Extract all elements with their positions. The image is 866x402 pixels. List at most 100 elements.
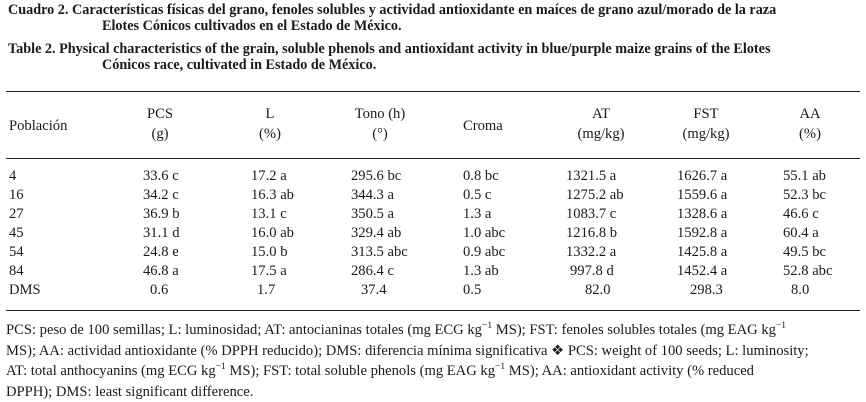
cell-aa: 55.1 ab	[783, 168, 826, 185]
cell-l: 15.0 b	[251, 244, 287, 261]
cell-l: 16.3 ab	[251, 187, 294, 204]
header-fst: FST	[661, 106, 751, 123]
cell-poblacion: 16	[9, 187, 24, 204]
caption-spanish: Cuadro 2. Características físicas del gr…	[8, 2, 860, 34]
table-bottom-rule	[6, 310, 860, 311]
cell-pcs: 31.1 d	[143, 225, 179, 242]
table-row: 54 24.8 e 15.0 b 313.5 abc 0.9 abc 1332.…	[0, 244, 866, 263]
footnote-line-2: MS); AA: actividad antioxidante (% DPPH …	[6, 341, 861, 362]
cell-croma: 0.8 bc	[463, 168, 499, 185]
table-row: 4 33.6 c 17.2 a 295.6 bc 0.8 bc 1321.5 a…	[0, 168, 866, 187]
cell-at: 82.0	[585, 282, 611, 299]
cell-aa: 46.6 c	[783, 206, 819, 223]
caption-english: Table 2. Physical characteristics of the…	[8, 41, 860, 73]
footnote-superscript: −1	[216, 362, 226, 372]
cell-poblacion: 54	[9, 244, 24, 261]
cell-l: 13.1 c	[251, 206, 287, 223]
cell-croma: 1.3 ab	[463, 263, 499, 280]
cell-tono: 329.4 ab	[351, 225, 401, 242]
footnote-superscript: −1	[776, 321, 786, 331]
cell-fst: 1328.6 a	[677, 206, 727, 223]
cell-fst: 298.3	[690, 282, 723, 299]
table-row: 84 46.8 a 17.5 a 286.4 c 1.3 ab 997.8 d …	[0, 263, 866, 282]
table-row: 27 36.9 b 13.1 c 350.5 a 1.3 a 1083.7 c …	[0, 206, 866, 225]
caption-english-line-1: Table 2. Physical characteristics of the…	[8, 41, 860, 57]
cell-l: 17.2 a	[251, 168, 287, 185]
cell-l: 16.0 ab	[251, 225, 294, 242]
footnote-superscript: −1	[482, 321, 492, 331]
cell-pcs: 46.8 a	[143, 263, 179, 280]
cell-croma: 0.5 c	[463, 187, 491, 204]
cell-poblacion: 45	[9, 225, 24, 242]
header-at: AT	[556, 106, 646, 123]
cell-poblacion: DMS	[9, 282, 41, 299]
table-row-dms: DMS 0.6 1.7 37.4 0.5 82.0 298.3 8.0	[0, 282, 866, 301]
caption-spanish-line-2: Elotes Cónicos cultivados en el Estado d…	[8, 18, 860, 34]
header-tono: Tono (h)	[335, 106, 425, 123]
table-row: 45 31.1 d 16.0 ab 329.4 ab 1.0 abc 1216.…	[0, 225, 866, 244]
footnote-superscript: −1	[495, 362, 505, 372]
cell-tono: 344.3 a	[351, 187, 394, 204]
cell-tono: 313.5 abc	[351, 244, 408, 261]
cell-croma: 0.9 abc	[463, 244, 505, 261]
cell-aa: 52.3 bc	[783, 187, 826, 204]
cell-fst: 1592.8 a	[677, 225, 727, 242]
cell-croma: 1.3 a	[463, 206, 491, 223]
footnote-text: MS); AA: antioxidant activity (% reduced	[505, 363, 754, 379]
cell-fst: 1452.4 a	[677, 263, 727, 280]
cell-poblacion: 4	[9, 168, 16, 185]
footnote-line-3: AT: total anthocyanins (mg ECG kg−1 MS);…	[6, 361, 861, 382]
header-l: L	[235, 106, 305, 123]
footnote-text: MS); FST: total soluble phenols (mg EAG …	[226, 363, 495, 379]
cell-pcs: 34.2 c	[143, 187, 179, 204]
footnote-line-1: PCS: peso de 100 semillas; L: luminosida…	[6, 320, 861, 341]
footnote-text: AT: total anthocyanins (mg ECG kg	[6, 363, 216, 379]
cell-l: 17.5 a	[251, 263, 287, 280]
cell-fst: 1425.8 a	[677, 244, 727, 261]
footnote-line-4: DPPH); DMS: least significant difference…	[6, 382, 861, 402]
cell-at: 1332.2 a	[566, 244, 616, 261]
table-top-rule	[6, 91, 860, 92]
header-fst-unit: (mg/kg)	[661, 126, 751, 143]
footnote-text: PCS: peso de 100 semillas; L: luminosida…	[6, 322, 482, 338]
header-aa: AA	[775, 106, 845, 123]
cell-fst: 1626.7 a	[677, 168, 727, 185]
cell-aa: 49.5 bc	[783, 244, 826, 261]
cell-at: 997.8 d	[570, 263, 614, 280]
table-header-rule	[6, 158, 860, 159]
cell-tono: 37.4	[361, 282, 387, 299]
cell-aa: 52.8 abc	[783, 263, 832, 280]
cell-tono: 350.5 a	[351, 206, 394, 223]
table-footnote: PCS: peso de 100 semillas; L: luminosida…	[6, 320, 861, 402]
cell-tono: 286.4 c	[351, 263, 394, 280]
cell-croma: 0.5	[463, 282, 481, 299]
cell-fst: 1559.6 a	[677, 187, 727, 204]
cell-at: 1083.7 c	[566, 206, 616, 223]
caption-english-line-2: Cónicos race, cultivated in Estado de Mé…	[8, 57, 860, 73]
header-pcs: PCS	[125, 106, 195, 123]
cell-pcs: 24.8 e	[143, 244, 179, 261]
cell-pcs: 33.6 c	[143, 168, 179, 185]
header-l-unit: (%)	[235, 126, 305, 143]
cell-croma: 1.0 abc	[463, 225, 505, 242]
cell-poblacion: 84	[9, 263, 24, 280]
header-croma: Croma	[463, 118, 503, 135]
cell-pcs: 0.6	[150, 282, 168, 299]
table-row: 16 34.2 c 16.3 ab 344.3 a 0.5 c 1275.2 a…	[0, 187, 866, 206]
header-at-unit: (mg/kg)	[556, 126, 646, 143]
caption-spanish-line-1: Cuadro 2. Características físicas del gr…	[8, 2, 860, 18]
cell-pcs: 36.9 b	[143, 206, 179, 223]
cell-at: 1275.2 ab	[566, 187, 624, 204]
header-aa-unit: (%)	[775, 126, 845, 143]
cell-poblacion: 27	[9, 206, 24, 223]
cell-aa: 8.0	[791, 282, 809, 299]
footnote-text: MS); FST: fenoles solubles totales (mg E…	[492, 322, 776, 338]
cell-tono: 295.6 bc	[351, 168, 401, 185]
header-pcs-unit: (g)	[125, 126, 195, 143]
header-tono-unit: (°)	[335, 126, 425, 143]
cell-at: 1321.5 a	[566, 168, 616, 185]
cell-at: 1216.8 b	[566, 225, 617, 242]
cell-l: 1.7	[257, 282, 275, 299]
header-poblacion: Población	[9, 118, 67, 135]
cell-aa: 60.4 a	[783, 225, 819, 242]
